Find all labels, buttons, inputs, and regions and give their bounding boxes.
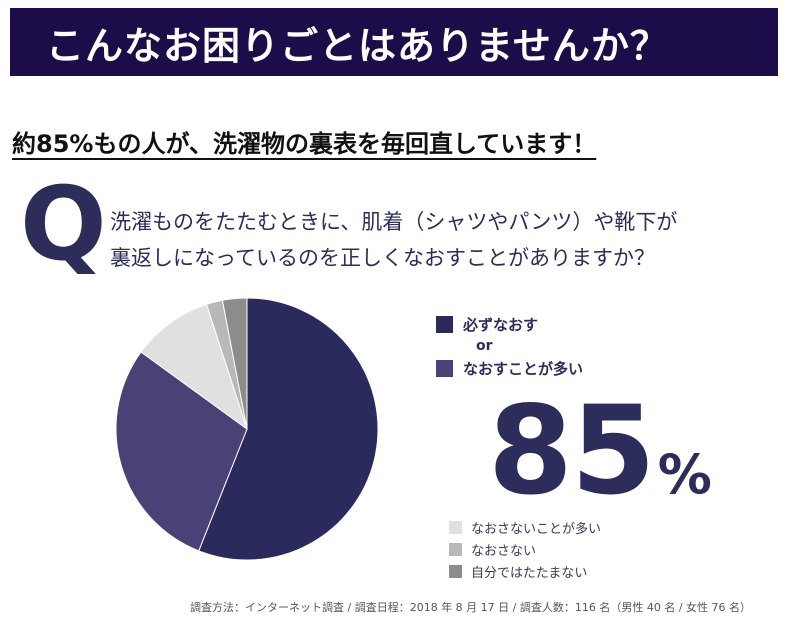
highlight-percentage: 85% [488, 380, 712, 522]
headline: 約85%もの人が、洗濯物の裏表を毎回直しています！ [12, 130, 597, 158]
header-banner: こんなお困りごとはありませんか？ [10, 8, 778, 76]
pie-slice-2 [140, 303, 248, 431]
legend-or-text: or [476, 338, 493, 354]
legend-item-often-not: なおさないことが多い [449, 516, 601, 538]
pie-slice-4 [221, 297, 248, 430]
legend-label: なおさないことが多い [471, 521, 602, 537]
legend-item-not-folding: 自分ではたたまない [449, 560, 601, 582]
legend-item-always: 必ずなおす [436, 312, 583, 336]
legend-label: なおさない [471, 543, 537, 559]
legend-swatch [449, 564, 462, 578]
legend-swatch [449, 520, 462, 534]
banner-title: こんなお困りごとはありませんか？ [46, 23, 669, 68]
legend-swatch [449, 542, 462, 556]
pie-slice-1 [115, 351, 248, 552]
legend-label: 自分ではたたまない [471, 565, 588, 581]
survey-question: 洗濯ものをたたむときに、肌着（シャツやパンツ）や靴下が 裏返しになっているのを正… [110, 204, 677, 276]
survey-footnote: 調査方法：インターネット調査 / 調査日程：2018 年 8 月 17 日 / … [190, 601, 752, 614]
pie-slice-0 [198, 297, 379, 561]
legend-minor: なおさないことが多い なおさない 自分ではたたまない [449, 516, 601, 582]
legend-item-never: なおさない [449, 538, 601, 560]
highlight-number: 85 [488, 380, 656, 522]
legend-main: 必ずなおす or なおすことが多い [436, 312, 583, 380]
question-mark-letter: Q [20, 165, 107, 284]
highlight-unit: % [657, 443, 712, 506]
legend-swatch [436, 359, 453, 377]
pie-chart [115, 297, 379, 561]
question-line-2: 裏返しになっているのを正しくなおすことがありますか？ [110, 246, 655, 270]
legend-label: 必ずなおす [463, 315, 539, 334]
legend-item-often: なおすことが多い [436, 356, 583, 380]
question-line-1: 洗濯ものをたたむときに、肌着（シャツやパンツ）や靴下が [110, 210, 678, 234]
legend-swatch [436, 315, 453, 333]
legend-label: なおすことが多い [463, 359, 584, 378]
